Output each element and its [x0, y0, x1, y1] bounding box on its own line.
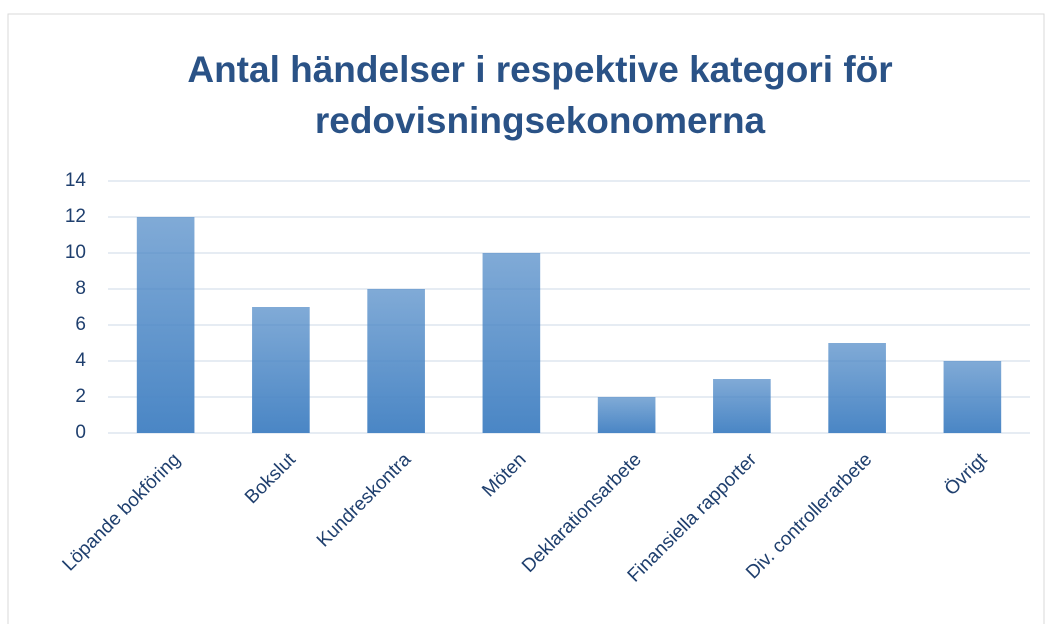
bar [713, 379, 771, 433]
chart-title: Antal händelser i respektive kategori fö… [187, 49, 892, 90]
bar [252, 307, 310, 433]
y-tick-label: 8 [75, 278, 86, 299]
bar [482, 253, 541, 433]
x-tick-label: Div. controllerarbete [742, 449, 876, 583]
y-tick-label: 12 [65, 206, 86, 227]
y-tick-label: 4 [75, 350, 86, 371]
bar [367, 289, 425, 433]
y-tick-label: 10 [65, 242, 86, 263]
bar [597, 397, 656, 433]
bar [943, 361, 1002, 433]
y-tick-label: 0 [75, 422, 86, 443]
y-tick-label: 14 [65, 170, 87, 191]
chart-title: redovisningsekonomerna [315, 100, 766, 141]
x-tick-label: Kundreskontra [313, 449, 416, 552]
x-tick-label: Deklarationsarbete [518, 449, 646, 577]
x-tick-label: Finansiella rapporter [624, 449, 762, 587]
x-tick-label: Möten [478, 449, 530, 501]
chart-border [7, 13, 1045, 624]
x-tick-label: Övrigt [941, 449, 992, 500]
y-tick-label: 2 [75, 386, 86, 407]
bar [136, 217, 195, 433]
x-tick-label: Bokslut [241, 449, 300, 508]
x-tick-label: Löpande bokföring [59, 449, 185, 575]
y-tick-label: 6 [75, 314, 86, 335]
bar [828, 343, 886, 433]
